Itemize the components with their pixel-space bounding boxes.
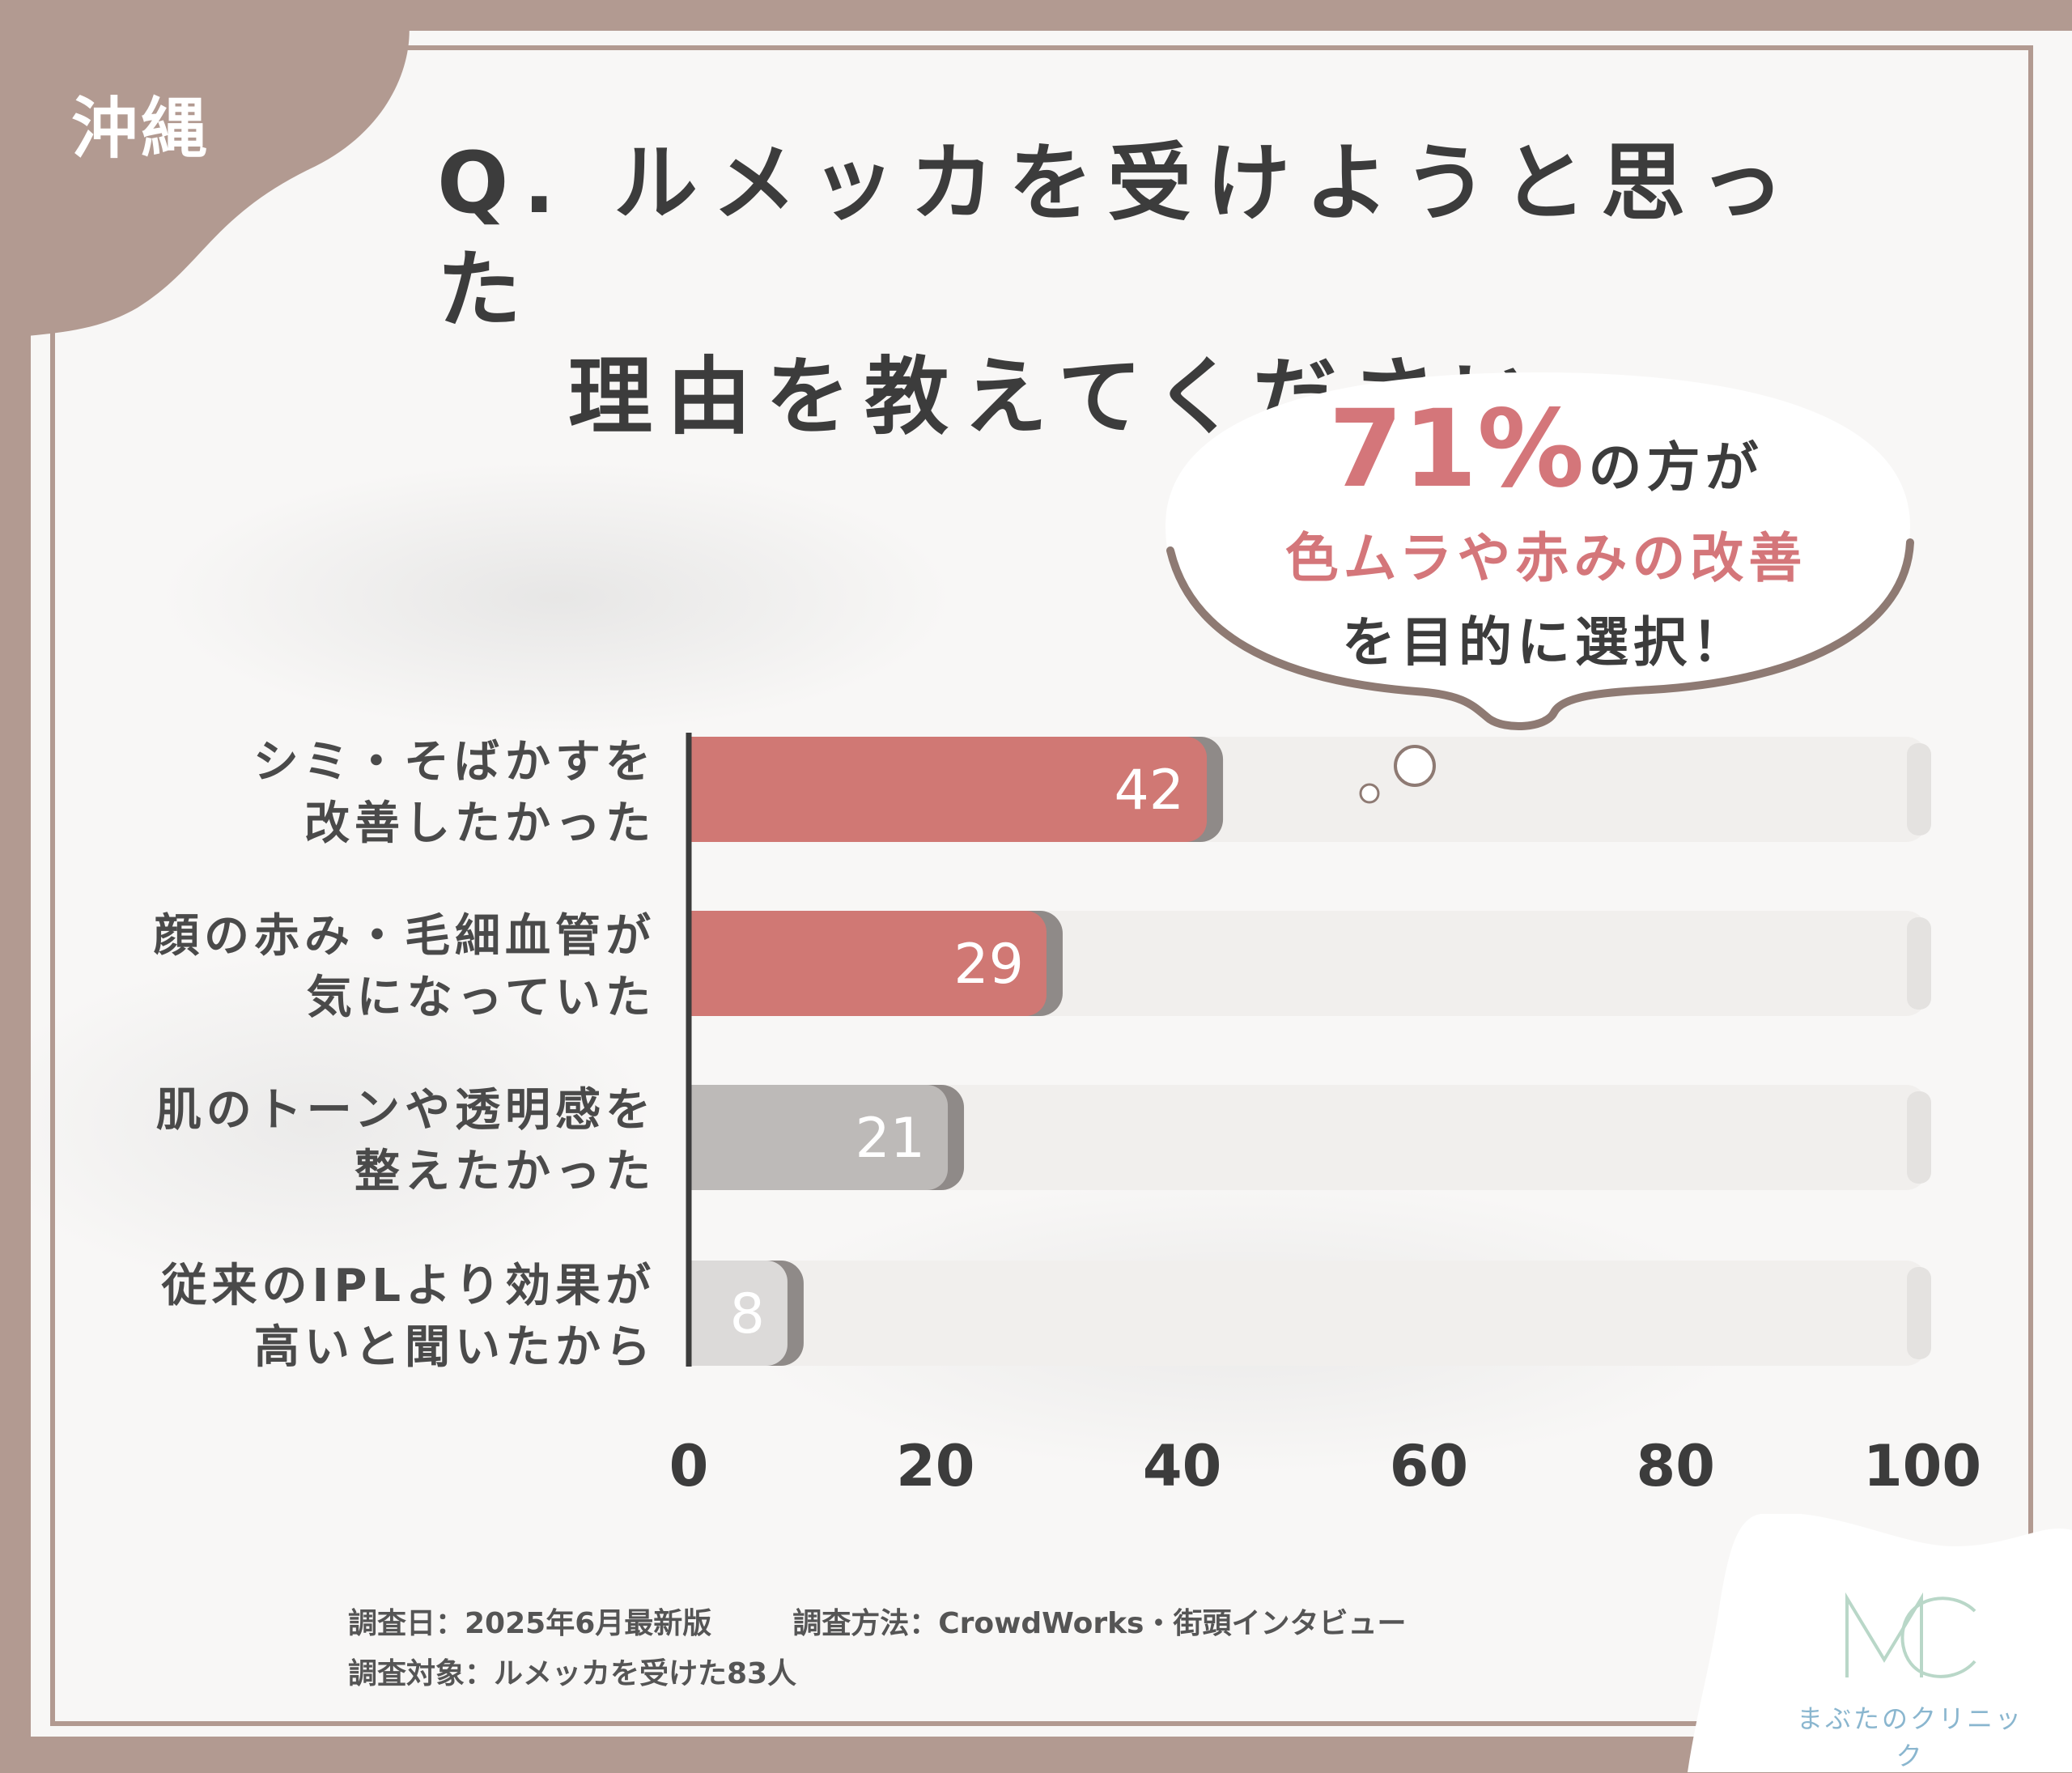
callout-line-3: を目的に選択！: [1342, 611, 1750, 674]
category-label: 肌のトーンや透明感を整えたかった: [8, 1080, 656, 1203]
category-label-line: 顔の赤み・毛細血管が: [154, 910, 656, 963]
survey-date: 調査日：2025年6月最新版: [348, 1607, 712, 1640]
bar: [689, 1085, 949, 1190]
survey-footer: 調査日：2025年6月最新版 調査方法：CrowdWorks・街頭インタビュー 調…: [348, 1599, 1406, 1699]
category-label: シミ・そばかすを改善したかった: [8, 732, 656, 855]
bar-track: [689, 1085, 1927, 1190]
title-line-1: Q. ルメッカを受けようと思った: [437, 134, 1799, 339]
category-label-line: 肌のトーンや透明感を: [155, 1084, 656, 1137]
bar: [689, 737, 1208, 842]
bar-left-edge: [689, 1261, 710, 1366]
callout-text: 71% の方が 色ムラや赤みの改善 を目的に選択！: [1166, 387, 1926, 677]
callout-percent: 71%: [1328, 387, 1585, 512]
background-texture: [31, 31, 2072, 1737]
bar-left-edge: [689, 911, 710, 1016]
bar: [689, 1261, 788, 1366]
bar-value-label: 21: [856, 1107, 926, 1171]
callout-suffix: の方が: [1588, 436, 1764, 499]
category-label: 従来のIPLより効果が高いと聞いたから: [8, 1256, 656, 1379]
category-label-line: 気になっていた: [306, 972, 656, 1024]
x-tick-label: 100: [1863, 1433, 1981, 1499]
category-label-line: 改善したかった: [304, 797, 656, 850]
category-label-line: 従来のIPLより効果が: [161, 1260, 656, 1312]
logo-background-shape: [1688, 1514, 2072, 1772]
category-label-line: シミ・そばかすを: [253, 736, 656, 789]
x-tick-label: 20: [896, 1433, 974, 1499]
bar-track-end: [1907, 743, 1931, 835]
bar-value-label: 42: [1115, 759, 1185, 823]
bubble-dot-large: [1394, 745, 1436, 787]
survey-method: 調査方法：CrowdWorks・街頭インタビュー: [792, 1607, 1407, 1640]
bar-left-edge: [689, 1085, 710, 1190]
category-label-line: 高いと聞いたから: [254, 1321, 656, 1374]
bar-track-end: [1907, 1091, 1931, 1184]
x-tick-label: 80: [1636, 1433, 1714, 1499]
clinic-logo-icon: [1845, 1592, 1976, 1678]
infographic-card: [31, 31, 2072, 1737]
region-corner-shape: [0, 0, 410, 340]
survey-target: 調査対象：ルメッカを受けた83人: [348, 1657, 797, 1690]
speech-bubble: [1166, 372, 1914, 730]
callout-line-2: 色ムラや赤みの改善: [1284, 527, 1807, 589]
bar: [689, 911, 1047, 1016]
bar-track-end: [1907, 1267, 1931, 1359]
bubble-dot-small: [1359, 783, 1380, 804]
x-tick-label: 60: [1390, 1433, 1468, 1499]
bar-left-edge: [689, 737, 710, 842]
category-label: 顔の赤み・毛細血管が気になっていた: [8, 906, 656, 1029]
bar-track: [689, 1261, 1927, 1366]
inner-frame: [50, 45, 2033, 1726]
bar-value-label: 8: [730, 1282, 765, 1346]
x-tick-label: 0: [669, 1433, 709, 1499]
region-label: 沖縄: [71, 91, 211, 168]
category-label-line: 整えたかった: [355, 1146, 656, 1198]
bar-value-label: 29: [953, 933, 1024, 997]
x-tick-label: 40: [1143, 1433, 1221, 1499]
clinic-name: まぶたのクリニック: [1796, 1703, 2023, 1771]
bar-track-end: [1907, 917, 1931, 1010]
